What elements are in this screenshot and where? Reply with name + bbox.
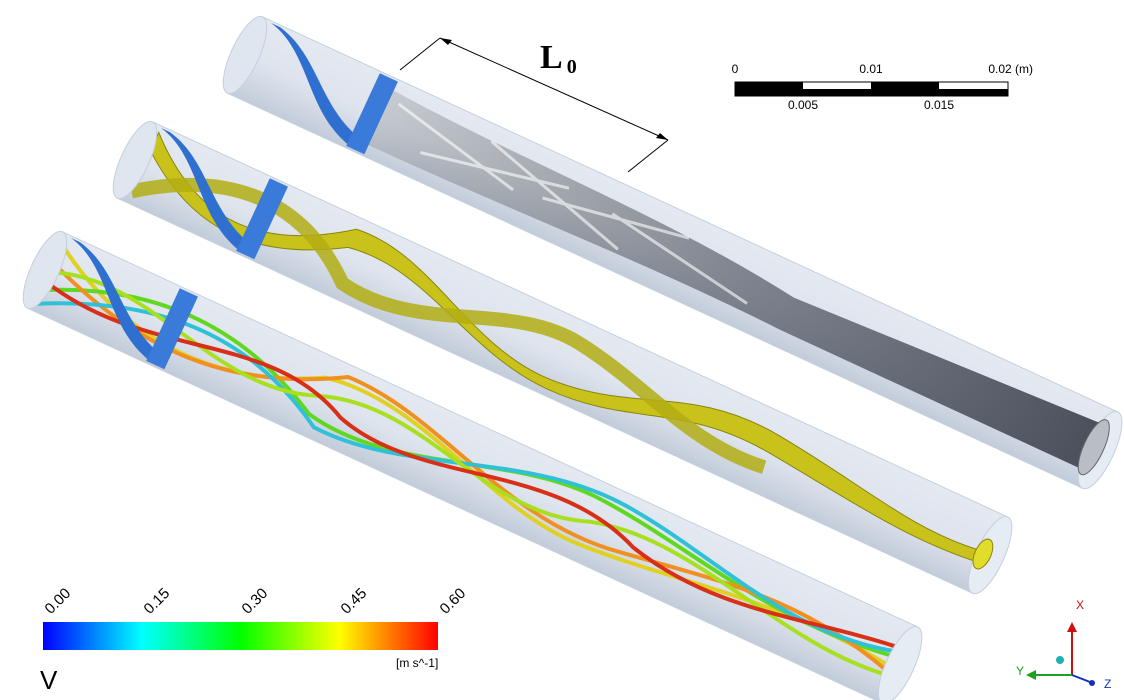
shape-line	[400, 38, 440, 70]
scale-bar: 0 0.01 0.02 (m) 0.005 0.015	[732, 62, 1033, 112]
body: L0 0 0.01 0.02 (m) 0.005 0.015 0.00 0.15…	[0, 0, 1124, 700]
legend-tick: 0.00	[42, 585, 75, 618]
shape-rect	[871, 82, 939, 96]
shape-circle	[1089, 680, 1095, 686]
legend-tick: 0.15	[141, 585, 174, 618]
scene: L0 0 0.01 0.02 (m) 0.005 0.015 0.00 0.15…	[0, 0, 1124, 700]
shape-line	[1072, 675, 1090, 682]
shape-path	[1026, 670, 1036, 680]
color-legend: 0.00 0.15 0.30 0.45 0.60 V [m s^-1]	[40, 585, 469, 695]
axis-label: Z	[1104, 677, 1111, 691]
shape-line	[628, 140, 668, 172]
shape-circle	[1056, 656, 1064, 664]
page: {"annotation": {"label": "L", "subscript…	[0, 0, 1124, 700]
shape-rect	[803, 89, 871, 96]
legend-unit: [m s^-1]	[396, 656, 438, 670]
legend-tick: 0.45	[338, 585, 371, 618]
axes-triad: X Y Z	[1016, 598, 1111, 691]
legend-tick: 0.60	[437, 585, 470, 618]
length-subscript: 0	[567, 56, 577, 78]
legend-tick: 0.30	[239, 585, 272, 618]
scale-label: 0	[732, 62, 739, 76]
scale-label: 0.02	[988, 62, 1012, 76]
shape-rect	[735, 82, 803, 96]
scale-unit: (m)	[1015, 62, 1033, 76]
axis-label: Y	[1016, 664, 1024, 678]
scale-label: 0.01	[859, 62, 883, 76]
shape-rect	[939, 89, 1008, 96]
length-symbol: L	[540, 39, 563, 76]
scale-label: 0.015	[924, 98, 954, 112]
legend-variable: V	[40, 665, 58, 695]
scale-label: 0.005	[788, 98, 818, 112]
shape-path	[1067, 622, 1077, 632]
axis-label: X	[1076, 598, 1084, 612]
color-bar	[43, 622, 438, 650]
